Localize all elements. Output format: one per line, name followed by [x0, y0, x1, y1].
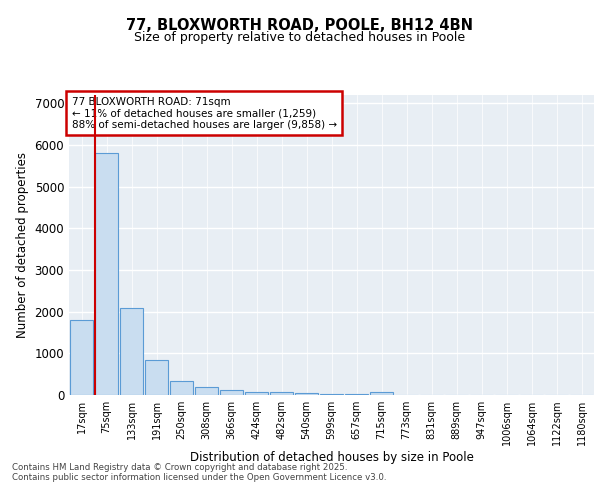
Bar — [295, 393, 318, 395]
X-axis label: Distribution of detached houses by size in Poole: Distribution of detached houses by size … — [190, 451, 473, 464]
Bar — [120, 308, 143, 395]
Bar — [145, 360, 168, 395]
Bar — [245, 392, 268, 395]
Bar — [70, 320, 93, 395]
Text: 77 BLOXWORTH ROAD: 71sqm
← 11% of detached houses are smaller (1,259)
88% of sem: 77 BLOXWORTH ROAD: 71sqm ← 11% of detach… — [71, 96, 337, 130]
Text: 77, BLOXWORTH ROAD, POOLE, BH12 4BN: 77, BLOXWORTH ROAD, POOLE, BH12 4BN — [127, 18, 473, 32]
Bar — [320, 394, 343, 395]
Bar — [170, 381, 193, 395]
Text: Contains public sector information licensed under the Open Government Licence v3: Contains public sector information licen… — [12, 472, 386, 482]
Text: Contains HM Land Registry data © Crown copyright and database right 2025.: Contains HM Land Registry data © Crown c… — [12, 462, 347, 471]
Y-axis label: Number of detached properties: Number of detached properties — [16, 152, 29, 338]
Bar — [270, 392, 293, 395]
Bar — [220, 390, 243, 395]
Bar — [370, 392, 393, 395]
Bar — [195, 387, 218, 395]
Bar — [95, 154, 118, 395]
Bar — [345, 394, 368, 395]
Text: Size of property relative to detached houses in Poole: Size of property relative to detached ho… — [134, 31, 466, 44]
